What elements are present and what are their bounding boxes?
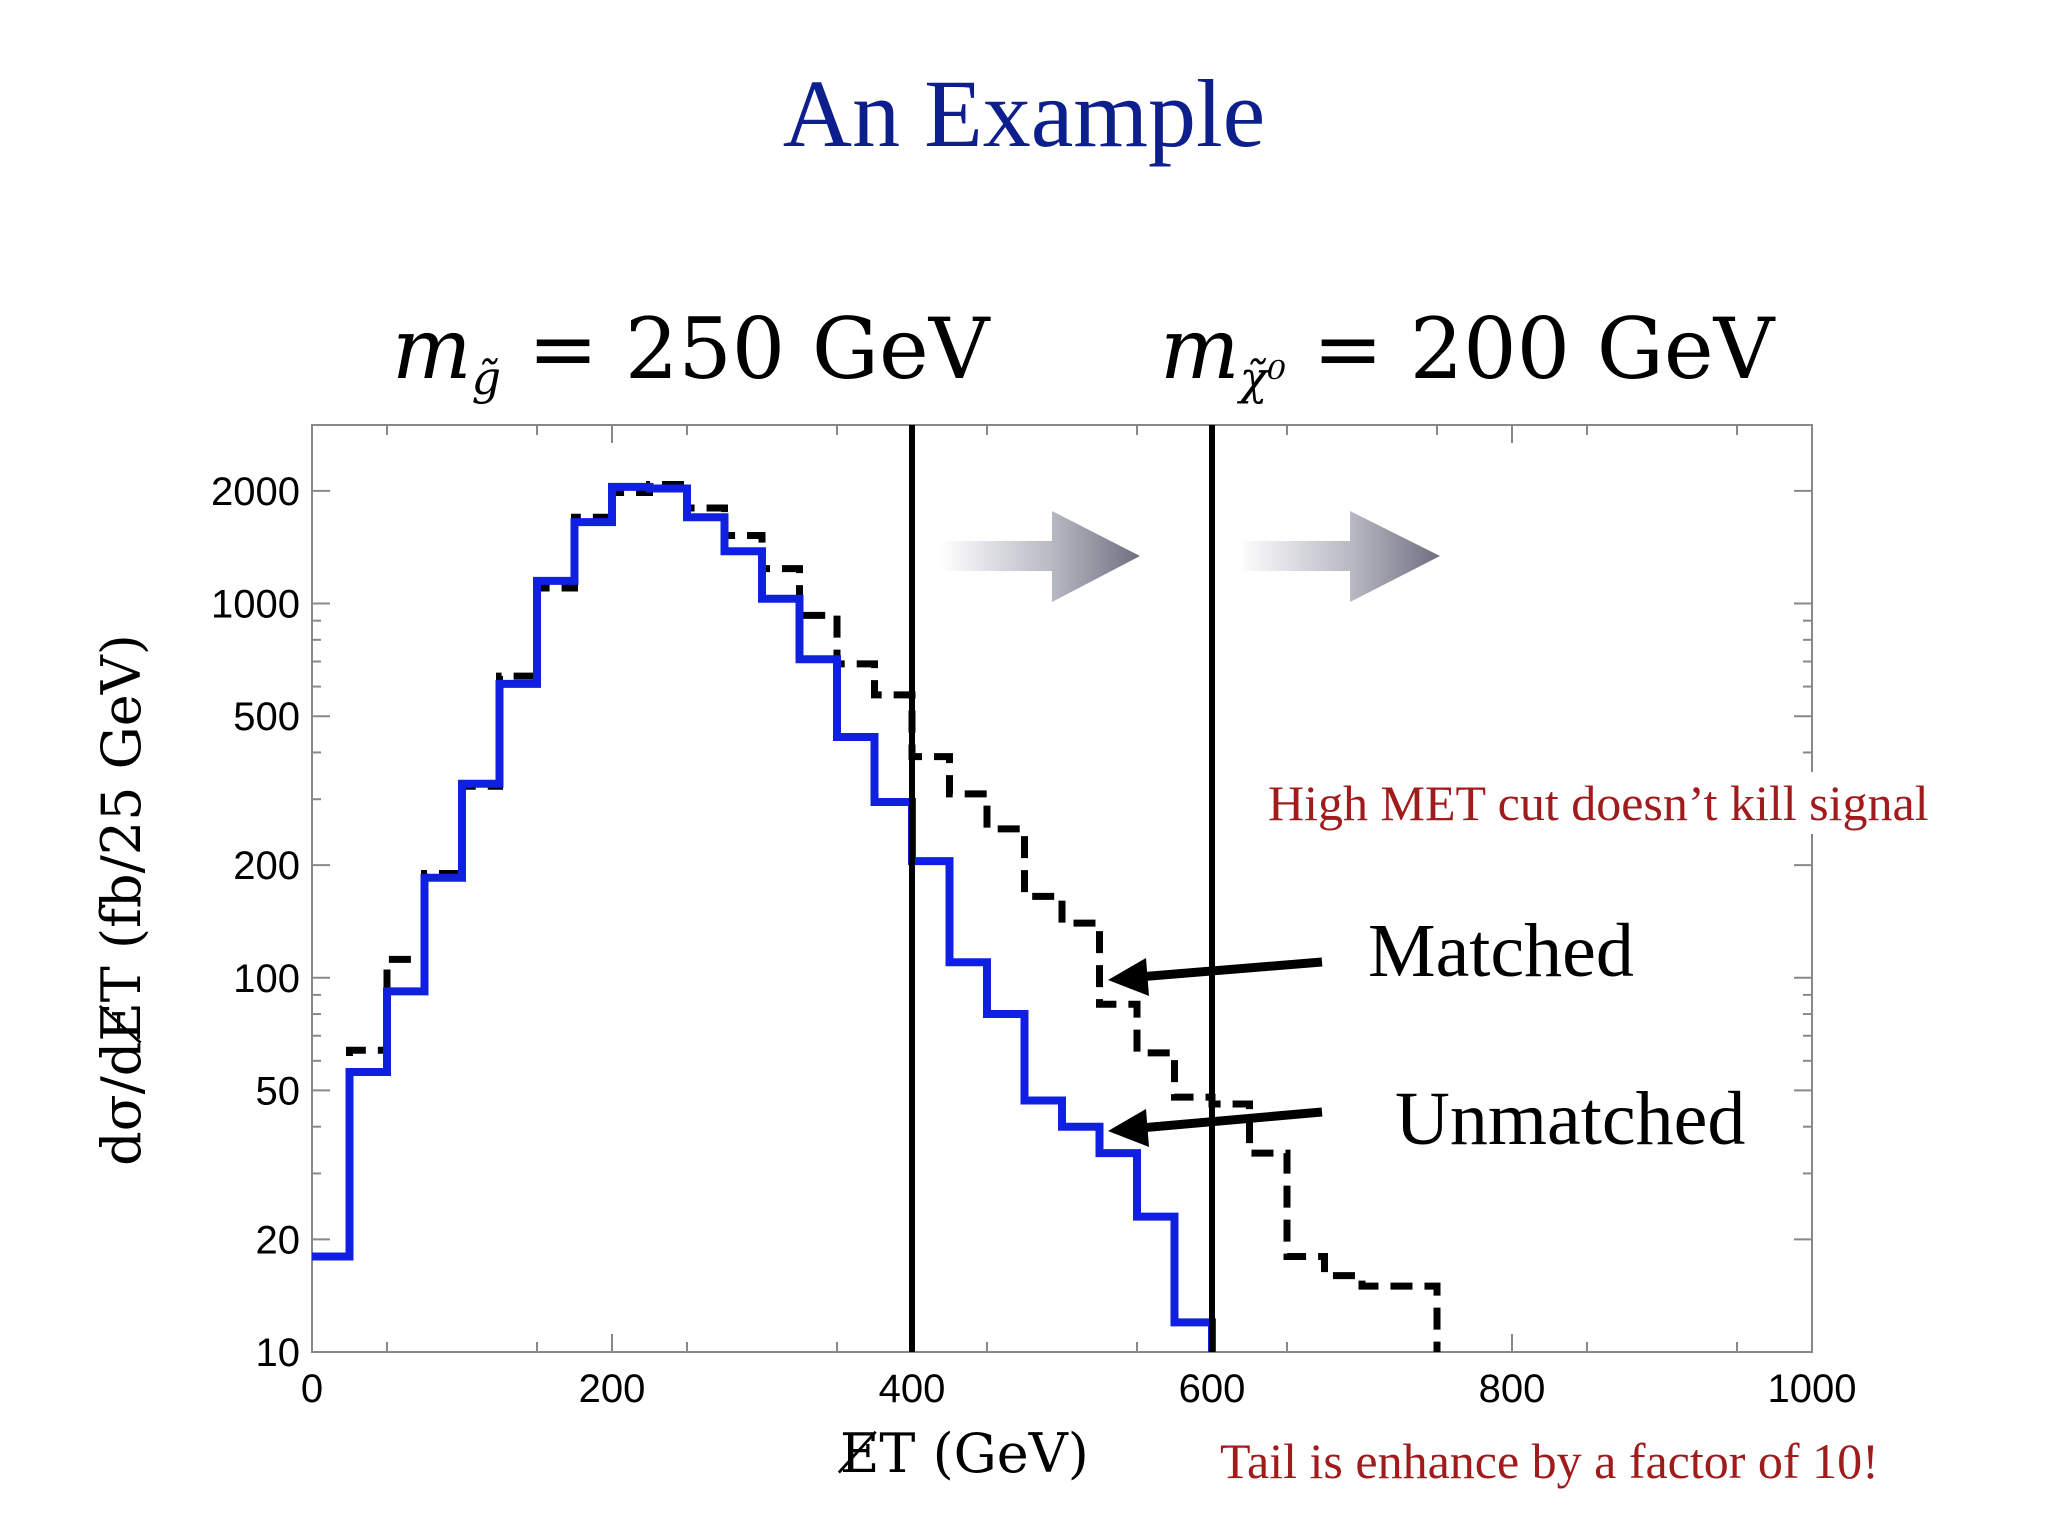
y-tick-label: 500	[233, 695, 300, 739]
x-tick-label: 800	[1479, 1367, 1546, 1411]
cut-arrow-icon-2	[1238, 511, 1440, 602]
matched-series-line	[312, 481, 1441, 1352]
matched-pointer-head	[1108, 958, 1149, 996]
x-axis-title: E̸T (GeV)	[837, 1422, 1088, 1485]
unmatched-series-line	[312, 482, 1216, 1352]
x-tick-label: 0	[301, 1367, 323, 1411]
y-tick-label: 200	[233, 844, 300, 888]
y-tick-label: 100	[233, 957, 300, 1001]
cut-arrow-icon-1	[940, 511, 1140, 602]
y-tick-label: 1000	[211, 583, 300, 627]
slide-title: An Example	[782, 60, 1266, 167]
unmatched-label: Unmatched	[1395, 1077, 1745, 1161]
y-axis-title: dσ/dE̸T (fb/25 GeV)	[90, 634, 153, 1166]
gluino-mass-label: mg̃ = 250 GeV	[392, 300, 990, 406]
matched-pointer-arrow	[1137, 957, 1323, 982]
y-tick-label: 20	[256, 1218, 301, 1262]
y-tick-label: 50	[256, 1069, 301, 1113]
matched-label: Matched	[1368, 909, 1634, 993]
neutralino-mass-label: mχ̃⁰ = 200 GeV	[1160, 300, 1775, 406]
x-tick-label: 1000	[1768, 1367, 1857, 1411]
x-tick-label: 400	[879, 1367, 946, 1411]
y-tick-label: 10	[256, 1331, 301, 1375]
unmatched-pointer-head	[1108, 1109, 1149, 1147]
plot-frame	[311, 424, 1813, 1353]
unmatched-pointer-arrow	[1139, 1107, 1323, 1133]
x-tick-label: 600	[1179, 1367, 1246, 1411]
x-tick-label: 200	[579, 1367, 646, 1411]
met-cut-note: High MET cut doesn’t kill signal	[1262, 772, 1935, 834]
y-tick-label: 2000	[211, 470, 300, 514]
tail-enhance-note: Tail is enhance by a factor of 10!	[1220, 1432, 1879, 1490]
